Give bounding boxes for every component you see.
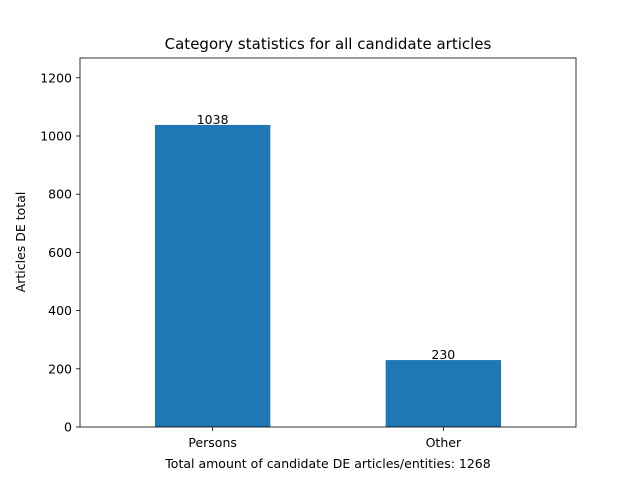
data-label-other: 230 — [431, 347, 455, 362]
y-tick-label-200: 200 — [48, 361, 72, 376]
y-tick-label-400: 400 — [48, 303, 72, 318]
y-tick-label-1200: 1200 — [40, 70, 72, 85]
y-axis-label: Articles DE total — [13, 192, 28, 293]
plot-frame — [79, 57, 577, 428]
y-tick-label-800: 800 — [48, 187, 72, 202]
y-tick-label-0: 0 — [64, 420, 72, 435]
y-tick-label-1000: 1000 — [40, 128, 72, 143]
x-tick-label-other: Other — [426, 435, 462, 450]
data-label-persons: 1038 — [197, 112, 229, 127]
x-axis-label: Total amount of candidate DE articles/en… — [164, 456, 490, 471]
x-tick-label-persons: Persons — [188, 435, 237, 450]
chart-title: Category statistics for all candidate ar… — [165, 35, 492, 53]
bar-other — [385, 360, 502, 427]
y-tick-label-600: 600 — [48, 245, 72, 260]
plot-area: 1038 Persons 230 Other 0 200 400 600 800 1000 1200 — [40, 57, 577, 450]
bar-persons — [154, 124, 271, 427]
